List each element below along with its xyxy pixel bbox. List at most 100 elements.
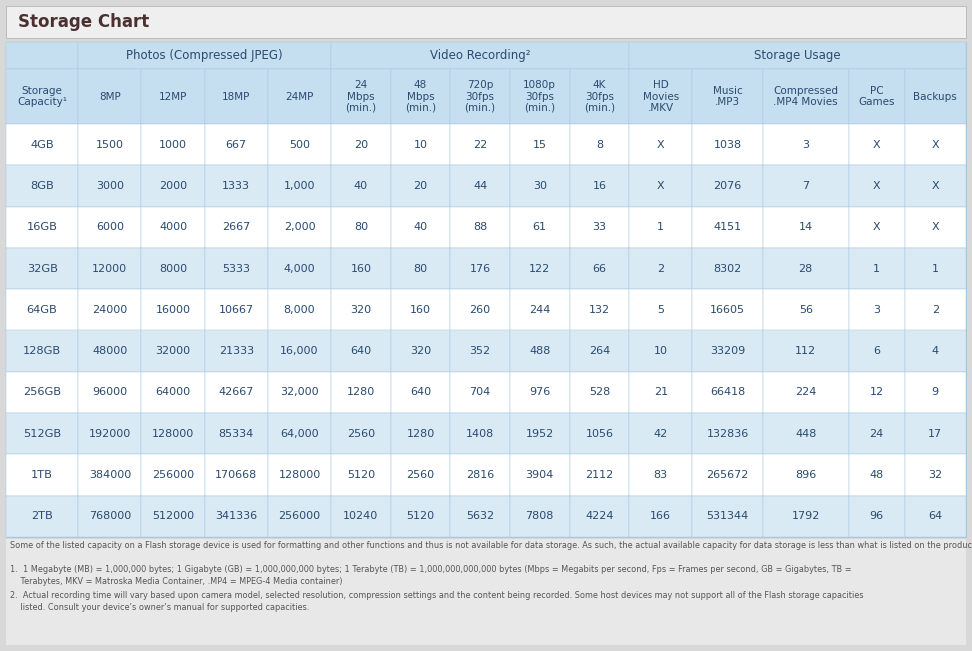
- Text: 2667: 2667: [223, 222, 251, 232]
- Text: 5: 5: [657, 305, 664, 315]
- Text: 80: 80: [354, 222, 368, 232]
- FancyBboxPatch shape: [268, 69, 331, 124]
- Text: 160: 160: [351, 264, 371, 273]
- Text: 96000: 96000: [92, 387, 127, 398]
- Text: 66418: 66418: [710, 387, 746, 398]
- Text: 2: 2: [932, 305, 939, 315]
- FancyBboxPatch shape: [570, 165, 629, 206]
- Text: HD
Movies
.MKV: HD Movies .MKV: [642, 80, 678, 113]
- Text: 28: 28: [799, 264, 813, 273]
- FancyBboxPatch shape: [331, 165, 391, 206]
- Text: Storage Chart: Storage Chart: [18, 13, 150, 31]
- FancyBboxPatch shape: [629, 42, 966, 69]
- Text: 768000: 768000: [88, 511, 131, 521]
- Text: 128GB: 128GB: [23, 346, 61, 356]
- Text: 244: 244: [529, 305, 550, 315]
- FancyBboxPatch shape: [570, 124, 629, 165]
- FancyBboxPatch shape: [905, 248, 966, 289]
- FancyBboxPatch shape: [849, 372, 905, 413]
- FancyBboxPatch shape: [142, 69, 205, 124]
- Text: 2TB: 2TB: [31, 511, 53, 521]
- FancyBboxPatch shape: [510, 413, 570, 454]
- Text: 8GB: 8GB: [30, 181, 54, 191]
- Text: 48
Mbps
(min.): 48 Mbps (min.): [405, 80, 436, 113]
- FancyBboxPatch shape: [763, 206, 849, 248]
- FancyBboxPatch shape: [849, 124, 905, 165]
- FancyBboxPatch shape: [205, 372, 268, 413]
- Text: 12: 12: [870, 387, 884, 398]
- FancyBboxPatch shape: [510, 454, 570, 495]
- Text: 40: 40: [354, 181, 368, 191]
- Text: 3904: 3904: [526, 470, 554, 480]
- Text: 30: 30: [533, 181, 546, 191]
- Text: 83: 83: [654, 470, 668, 480]
- Text: 1000: 1000: [159, 140, 187, 150]
- Text: Compressed
.MP4 Movies: Compressed .MP4 Movies: [773, 86, 838, 107]
- Text: 1408: 1408: [466, 429, 494, 439]
- Text: Some of the listed capacity on a Flash storage device is used for formatting and: Some of the listed capacity on a Flash s…: [10, 541, 972, 550]
- Text: 16605: 16605: [711, 305, 746, 315]
- Text: 44: 44: [473, 181, 487, 191]
- Text: 1056: 1056: [585, 429, 613, 439]
- Text: PC
Games: PC Games: [858, 86, 895, 107]
- FancyBboxPatch shape: [391, 69, 450, 124]
- FancyBboxPatch shape: [849, 331, 905, 372]
- Text: 176: 176: [469, 264, 491, 273]
- FancyBboxPatch shape: [763, 124, 849, 165]
- Text: 3: 3: [873, 305, 880, 315]
- FancyBboxPatch shape: [391, 248, 450, 289]
- Text: Storage Usage: Storage Usage: [754, 49, 841, 62]
- Text: 2112: 2112: [585, 470, 613, 480]
- Text: 352: 352: [469, 346, 491, 356]
- FancyBboxPatch shape: [510, 495, 570, 537]
- Text: 7: 7: [802, 181, 810, 191]
- FancyBboxPatch shape: [763, 331, 849, 372]
- Text: 128000: 128000: [278, 470, 321, 480]
- FancyBboxPatch shape: [268, 372, 331, 413]
- Text: 33209: 33209: [710, 346, 746, 356]
- Text: 192000: 192000: [88, 429, 131, 439]
- Text: 1.  1 Megabyte (MB) = 1,000,000 bytes; 1 Gigabyte (GB) = 1,000,000,000 bytes; 1 : 1. 1 Megabyte (MB) = 1,000,000 bytes; 1 …: [10, 565, 851, 586]
- Text: 1280: 1280: [347, 387, 375, 398]
- Text: 16GB: 16GB: [26, 222, 57, 232]
- FancyBboxPatch shape: [629, 495, 692, 537]
- Text: 132: 132: [589, 305, 609, 315]
- FancyBboxPatch shape: [268, 289, 331, 331]
- Text: 4224: 4224: [585, 511, 613, 521]
- FancyBboxPatch shape: [79, 454, 142, 495]
- Text: 32: 32: [928, 470, 943, 480]
- Text: 4000: 4000: [159, 222, 188, 232]
- FancyBboxPatch shape: [905, 495, 966, 537]
- FancyBboxPatch shape: [692, 69, 763, 124]
- Text: 22: 22: [473, 140, 487, 150]
- Text: 85334: 85334: [219, 429, 254, 439]
- Text: 448: 448: [795, 429, 816, 439]
- Text: 4,000: 4,000: [284, 264, 315, 273]
- FancyBboxPatch shape: [849, 413, 905, 454]
- Text: 4: 4: [932, 346, 939, 356]
- Text: 10: 10: [413, 140, 428, 150]
- FancyBboxPatch shape: [268, 165, 331, 206]
- FancyBboxPatch shape: [391, 372, 450, 413]
- FancyBboxPatch shape: [692, 124, 763, 165]
- FancyBboxPatch shape: [205, 206, 268, 248]
- FancyBboxPatch shape: [205, 248, 268, 289]
- FancyBboxPatch shape: [79, 248, 142, 289]
- FancyBboxPatch shape: [763, 454, 849, 495]
- FancyBboxPatch shape: [142, 289, 205, 331]
- Text: 15: 15: [533, 140, 546, 150]
- FancyBboxPatch shape: [391, 124, 450, 165]
- FancyBboxPatch shape: [142, 165, 205, 206]
- FancyBboxPatch shape: [692, 206, 763, 248]
- Text: X: X: [931, 181, 939, 191]
- FancyBboxPatch shape: [450, 495, 510, 537]
- FancyBboxPatch shape: [205, 495, 268, 537]
- Text: Backups: Backups: [914, 92, 957, 102]
- FancyBboxPatch shape: [905, 165, 966, 206]
- Text: 16: 16: [592, 181, 607, 191]
- FancyBboxPatch shape: [205, 69, 268, 124]
- Text: 16,000: 16,000: [280, 346, 319, 356]
- FancyBboxPatch shape: [391, 495, 450, 537]
- Text: 667: 667: [226, 140, 247, 150]
- FancyBboxPatch shape: [6, 206, 79, 248]
